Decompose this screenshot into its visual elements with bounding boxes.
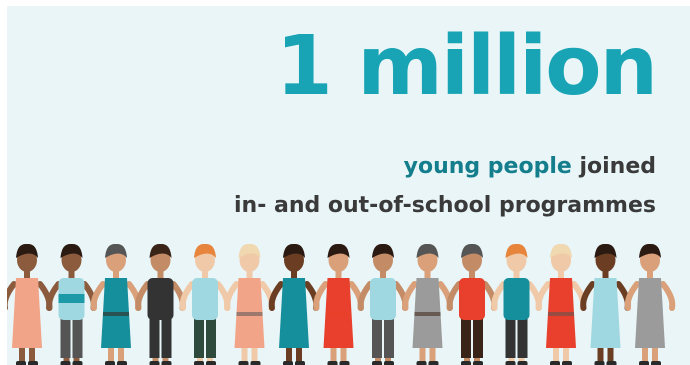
person-figure bbox=[402, 243, 453, 365]
person-figure bbox=[446, 243, 498, 365]
person-figure bbox=[135, 243, 186, 365]
person-figure bbox=[357, 243, 409, 365]
headline: 1 million bbox=[275, 19, 658, 114]
person-figure bbox=[535, 243, 587, 365]
person-figure bbox=[90, 243, 142, 365]
person-figure bbox=[580, 243, 631, 365]
subtitle-line-1: young people joined bbox=[404, 156, 656, 178]
person-figure bbox=[224, 243, 275, 365]
infographic-panel: 1 million young people joined in- and ou… bbox=[7, 6, 690, 365]
person-figure bbox=[268, 243, 320, 365]
person-figure bbox=[46, 243, 97, 365]
person-figure bbox=[624, 243, 676, 365]
subtitle-highlight: young people bbox=[403, 154, 572, 179]
subtitle-line-2: in- and out-of-school programmes bbox=[233, 193, 656, 218]
person-figure bbox=[313, 243, 364, 365]
person-figure bbox=[491, 243, 542, 365]
person-figure bbox=[7, 243, 53, 365]
crowd-illustration bbox=[7, 243, 676, 365]
person-figure bbox=[179, 243, 231, 365]
subtitle-rest: joined bbox=[571, 154, 656, 179]
